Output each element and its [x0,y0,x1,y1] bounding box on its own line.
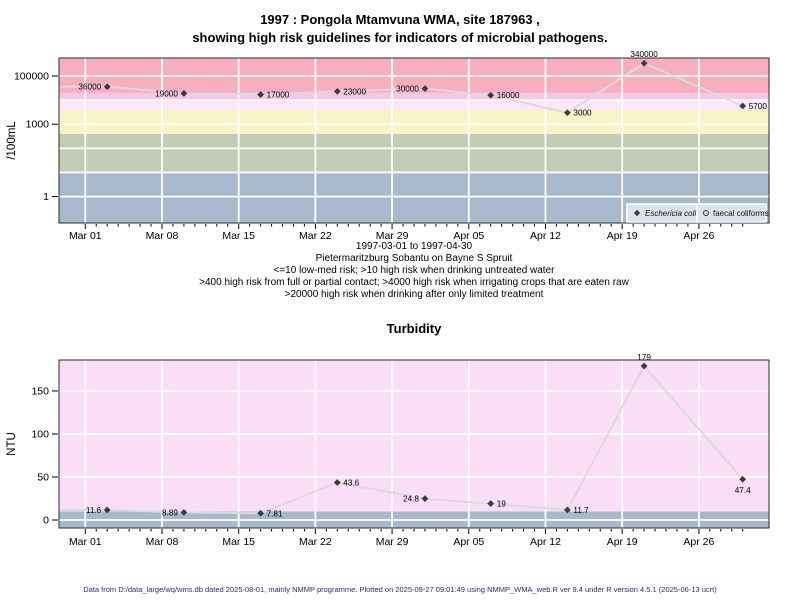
turbidity-title: Turbidity [386,321,442,336]
legend-open-circle-icon [703,210,709,216]
data-point-marker [739,475,747,483]
data-point-label: 340000 [630,50,658,59]
data-point-label: 19000 [155,89,178,98]
data-point-marker [180,508,188,516]
band-risk-400-4000 [59,109,769,134]
x-tick-label: Apr 19 [607,536,638,548]
band-risk-10000-20000 [59,92,769,101]
x-tick-label: Apr 12 [530,230,561,242]
date-range-label: 1997-03-01 to 1997-04-30 [355,241,473,252]
x-tick-label: Mar 22 [299,536,332,548]
data-point-label: 11.6 [86,506,102,515]
data-point-marker [103,506,111,514]
series-line [59,62,744,114]
data-point-marker [563,506,571,514]
data-point-marker [333,88,341,95]
y-tick-label: 100000 [14,71,49,83]
data-point-marker [103,83,111,91]
x-tick-label: Mar 22 [299,230,332,242]
data-point-label: 30000 [396,85,419,94]
data-point-label: 47.4 [735,486,751,495]
x-tick-label: Apr 19 [607,230,638,242]
guideline-line-2: >400 high risk from full or partial cont… [199,277,629,288]
band-risk-10-400 [59,133,769,173]
data-point-label: 3000 [573,109,592,118]
y-tick-label: 50 [37,471,49,483]
data-point-label: 7.81 [267,509,283,518]
data-point-label: 36000 [78,83,101,92]
data-point-label: 23000 [343,87,366,96]
data-point-label: 179 [637,353,651,362]
site-description: Pietermaritzburg Sobantu on Bayne S Spru… [315,253,513,264]
data-point-label: 24.8 [403,495,419,504]
page-title-line1: 1997 : Pongola Mtamvuna WMA, site 187963… [260,12,540,27]
x-tick-label: Apr 12 [530,536,561,548]
plot-border [58,57,770,224]
data-point-marker [257,91,265,98]
data-point-marker [180,90,188,97]
data-point-label: 17000 [267,91,290,100]
y-axis-title: /100mL [6,121,18,160]
data-point-marker [640,59,648,67]
x-tick-label: Mar 08 [146,536,179,548]
data-point-marker [739,102,747,110]
x-tick-label: Mar 29 [376,230,409,242]
y-tick-label: 150 [31,385,49,397]
data-point-marker [640,362,648,370]
data-point-marker [421,85,429,93]
y-tick-label: 100 [31,428,49,440]
series-line [59,364,744,515]
x-tick-label: Mar 01 [69,230,102,242]
x-tick-label: Mar 15 [222,536,255,548]
data-point-label: 11.7 [573,506,589,515]
data-point-marker [563,109,571,117]
data-point-label: 5700 [749,102,768,111]
x-tick-label: Apr 26 [683,536,714,548]
x-tick-label: Apr 26 [683,230,714,242]
guideline-line-1: <=10 low-med risk; >10 high risk when dr… [273,265,555,276]
microbial-indicators-plot: 36000 19000 17000 23000 30000 16000 3000 340000… [6,50,770,242]
data-point-label: 16000 [497,91,520,100]
y-tick-label: 0 [43,515,49,527]
data-point-label: 43.6 [343,478,359,487]
band-risk-4000-10000 [59,100,769,110]
data-point-label: 8.89 [162,508,178,517]
legend-label-faecal-coliforms: faecal coliforms [713,209,769,218]
legend: Eschericia coli faecal coliforms [626,203,769,223]
y-axis-title: NTU [6,432,18,456]
data-point-marker [257,509,265,517]
data-point-marker [487,500,495,508]
data-point-marker [421,495,429,503]
x-tick-label: Mar 08 [146,230,179,242]
turbidity-plot: 11.6 8.89 7.81 43.6 24.8 19 11.7 179 47.4 Mar 01 M… [6,353,770,548]
x-tick-label: Mar 15 [222,230,255,242]
data-point-marker [333,479,341,486]
footer-note: Data from D:/data_large/wq/wms.db dated … [83,585,717,594]
guideline-line-3: >20000 high risk when drinking after onl… [284,289,544,300]
legend-filled-diamond-icon [633,209,641,217]
data-point-label: 19 [497,500,507,509]
plot-border [58,359,770,529]
x-tick-label: Apr 05 [453,230,484,242]
y-tick-label: 1000 [26,119,50,131]
band-turbidity-gt-10 [59,360,769,512]
data-point-marker [487,91,495,99]
legend-cell [696,203,767,223]
page-title-line2: showing high risk guidelines for indicat… [192,30,608,45]
x-tick-label: Mar 01 [69,536,102,548]
x-tick-label: Mar 29 [376,536,409,548]
y-tick-label: 1 [43,191,49,203]
x-tick-label: Apr 05 [453,536,484,548]
legend-label-ecoli: Eschericia coli [645,209,696,218]
